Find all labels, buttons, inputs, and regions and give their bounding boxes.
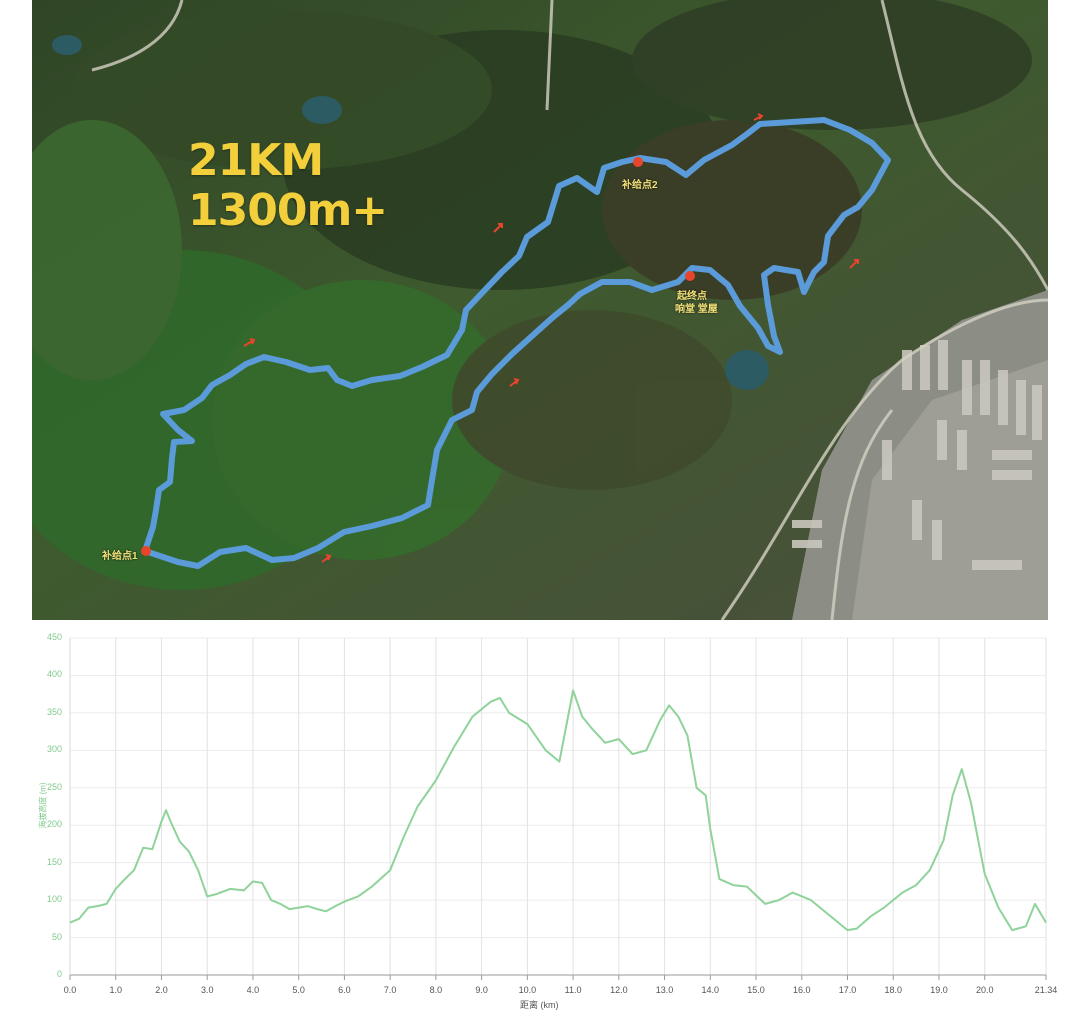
start-finish-marker-icon[interactable]: [685, 271, 695, 281]
y-tick-label: 300: [46, 744, 62, 755]
x-tick-label: 16.0: [793, 985, 811, 995]
y-tick-label: 0: [56, 969, 62, 979]
satellite-map: [32, 0, 1048, 620]
aid-station-1-marker-icon[interactable]: [141, 546, 151, 556]
x-tick-label: 13.0: [655, 985, 674, 995]
x-tick-label: 18.0: [884, 985, 902, 995]
aid-station-1-label: 补给点1: [102, 551, 138, 562]
y-tick-label: 250: [46, 781, 62, 792]
x-tick-label: 17.0: [838, 985, 857, 995]
route-map[interactable]: 21KM 1300m+ 补给点1 补给点2 起终点 响堂 堂屋: [32, 0, 1048, 620]
profile-plot: [69, 637, 1047, 980]
route-line: [142, 117, 891, 569]
y-tick-label: 400: [46, 669, 62, 680]
x-tick-label: 3.0: [200, 985, 214, 995]
x-tick-label: 6.0: [338, 985, 351, 995]
profile-axes: [69, 638, 1047, 980]
x-tick-label: 12.0: [610, 985, 628, 995]
profile-x-axis-label: 距离 (km): [520, 1000, 559, 1010]
elevation-profile-chart: 0 50 100 150 200 250 300 350 400 450 0.0 1.0 2.0 3.0…: [32, 630, 1058, 1023]
distance-stat: 21KM: [188, 135, 324, 186]
start-finish-label: 起终点: [677, 291, 707, 302]
x-tick-label: 9.0: [475, 985, 488, 995]
y-tick-label: 50: [51, 931, 62, 942]
y-tick-label: 150: [46, 856, 62, 867]
x-tick-label: 0.0: [63, 985, 77, 995]
urban-area: [91, 0, 1048, 620]
x-tick-label: 11.0: [564, 985, 582, 995]
water-bodies: [52, 35, 769, 390]
profile-grid: [69, 637, 1047, 976]
x-tick-label: 15.0: [747, 985, 765, 995]
x-tick-label: 7.0: [383, 985, 397, 995]
elevation-series-line: [69, 689, 1047, 932]
y-tick-label: 450: [46, 632, 62, 642]
x-tick-label: 4.0: [246, 985, 260, 995]
x-tick-label: 1.0: [109, 985, 122, 995]
aid-station-2-marker-icon[interactable]: [633, 157, 643, 167]
x-tick-label: 19.0: [930, 985, 948, 995]
direction-arrow-icons: [243, 113, 859, 563]
terrain-patches: [32, 0, 1032, 590]
y-tick-label: 100: [46, 894, 62, 905]
y-tick-label: 350: [46, 706, 62, 717]
start-finish-place-label: 响堂 堂屋: [675, 304, 718, 315]
x-tick-label: 14.0: [701, 985, 720, 995]
x-tick-label: 5.0: [292, 985, 305, 995]
elevation-gain-stat: 1300m+: [188, 185, 388, 236]
aid-station-2-label: 补给点2: [622, 180, 658, 191]
profile-y-axis-label: 海拔高度 (m): [38, 782, 48, 829]
x-tick-label: 20.0: [975, 985, 994, 995]
y-tick-label: 200: [46, 819, 62, 830]
x-tick-label: 8.0: [429, 985, 443, 995]
x-tick-label: 2.0: [155, 985, 168, 995]
x-tick-label: 21.34: [1034, 985, 1058, 995]
x-tick-label: 10.0: [518, 985, 537, 995]
